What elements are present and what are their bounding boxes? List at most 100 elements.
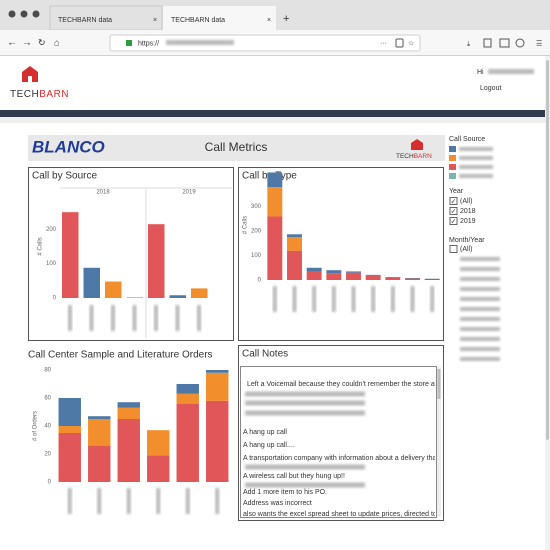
- x-label-blurred: [175, 305, 180, 331]
- nav-bar: [0, 110, 545, 117]
- note-blurred: [245, 482, 365, 488]
- x-label-blurred: [132, 305, 137, 331]
- checkbox[interactable]: ✓ (All): [449, 197, 472, 206]
- forward[interactable]: →: [22, 38, 32, 49]
- bar-segment: [326, 273, 342, 280]
- y-axis-label: # of Orders: [33, 411, 39, 441]
- legend-swatch: [449, 155, 456, 161]
- bar-segment: [287, 237, 302, 251]
- notes-scrollbar[interactable]: [437, 367, 441, 517]
- x-label-blurred: [390, 286, 395, 312]
- option-label: 2019: [460, 218, 476, 225]
- window-close[interactable]: [8, 10, 16, 18]
- window-zoom[interactable]: [32, 10, 40, 18]
- tab-active[interactable]: TECHBARN data ×: [163, 6, 276, 30]
- bar-segment: [405, 278, 420, 280]
- legend-swatch: [449, 173, 456, 179]
- checkbox[interactable]: ✓ 2019: [449, 217, 476, 226]
- downloads[interactable]: ⤓: [467, 40, 470, 47]
- barn-icon: [411, 139, 423, 150]
- bar-segment: [365, 274, 381, 276]
- home[interactable]: ⌂: [54, 37, 59, 47]
- checkbox[interactable]: (All): [449, 245, 472, 253]
- new-tab[interactable]: +: [283, 13, 289, 25]
- account[interactable]: [515, 38, 525, 48]
- bar-segment: [267, 187, 283, 217]
- option-label: (All): [460, 198, 472, 205]
- option-blurred: [460, 317, 500, 321]
- x-label-blurred: [185, 488, 190, 514]
- option-label: 2018: [460, 208, 476, 215]
- note: A wireless call but they hung up!!: [243, 473, 345, 480]
- option-blurred: [460, 297, 500, 301]
- window-minimize[interactable]: [20, 10, 28, 18]
- bar: [126, 297, 143, 298]
- logo-part: TECH: [396, 153, 414, 160]
- tab[interactable]: TECHBARN data ×: [49, 5, 163, 31]
- nav-shadow: [0, 117, 545, 123]
- x-label-blurred: [331, 286, 336, 312]
- y-tick-label: 60: [44, 396, 51, 402]
- lock-icon: [126, 40, 132, 46]
- logout[interactable]: Logout: [480, 85, 501, 92]
- page-actions[interactable]: ···: [380, 40, 387, 47]
- checkbox-box: [449, 245, 458, 253]
- user-name-blurred: [488, 69, 534, 74]
- back[interactable]: ←: [7, 38, 17, 49]
- bar-segment: [287, 250, 302, 280]
- note: A hang up call....: [243, 442, 295, 449]
- option-blurred: [460, 337, 500, 341]
- option-blurred: [460, 327, 500, 331]
- bar-segment: [147, 430, 170, 456]
- filter-title: Year: [449, 188, 464, 195]
- bookmark[interactable]: ☆: [408, 39, 414, 47]
- y-tick-label: 80: [44, 368, 51, 374]
- bar-segment: [206, 370, 229, 373]
- site-logo[interactable]: TECHBARN: [10, 66, 69, 100]
- bar-segment: [267, 172, 283, 188]
- y-tick-label: 200: [46, 227, 57, 233]
- x-label-blurred: [68, 305, 72, 331]
- dashboard-logo: TECHBARN: [396, 153, 432, 160]
- y-axis-label: # Calls: [38, 237, 44, 255]
- bar-segment: [147, 455, 170, 482]
- menu[interactable]: ☰: [536, 40, 542, 47]
- x-label-blurred: [67, 488, 72, 514]
- reload[interactable]: ↻: [38, 37, 46, 47]
- option-blurred: [460, 307, 500, 311]
- tab-close[interactable]: ×: [267, 17, 271, 24]
- url: https://: [138, 40, 159, 47]
- legend-swatch: [449, 146, 456, 152]
- scroll-thumb[interactable]: [546, 60, 549, 440]
- bar-segment: [88, 416, 111, 419]
- pocket[interactable]: [395, 38, 404, 48]
- x-label-blurred: [410, 286, 415, 312]
- bar-segment: [176, 384, 199, 394]
- checkbox-box: [449, 217, 458, 225]
- x-label-blurred: [126, 488, 131, 514]
- greeting: Hi: [477, 69, 484, 76]
- checkbox[interactable]: ✓ 2018: [449, 207, 476, 216]
- tab-label: TECHBARN data: [171, 17, 225, 24]
- bar-segment: [326, 270, 342, 274]
- bar-segment: [206, 400, 229, 482]
- x-label-blurred: [197, 305, 201, 331]
- bar-segment: [117, 407, 140, 419]
- bar-segment: [206, 372, 229, 401]
- option-blurred: [460, 267, 500, 271]
- library[interactable]: [483, 38, 492, 48]
- bar-segment: [306, 271, 322, 280]
- sidebar-toggle[interactable]: [499, 38, 510, 48]
- check: ✓: [451, 218, 457, 225]
- tab-close[interactable]: ×: [153, 17, 157, 24]
- url-field[interactable]: [109, 34, 421, 52]
- notes-scroll-thumb[interactable]: [437, 369, 441, 399]
- logo-part: TECH: [10, 89, 39, 100]
- bar-segment: [346, 271, 361, 273]
- panel: [28, 167, 234, 341]
- filter-title: Call Source: [449, 136, 485, 143]
- barn-icon: [22, 66, 38, 82]
- note: also wants the excel spread sheet to upd…: [243, 511, 459, 518]
- y-tick-label: 100: [46, 261, 57, 267]
- group-label: 2018: [96, 190, 110, 196]
